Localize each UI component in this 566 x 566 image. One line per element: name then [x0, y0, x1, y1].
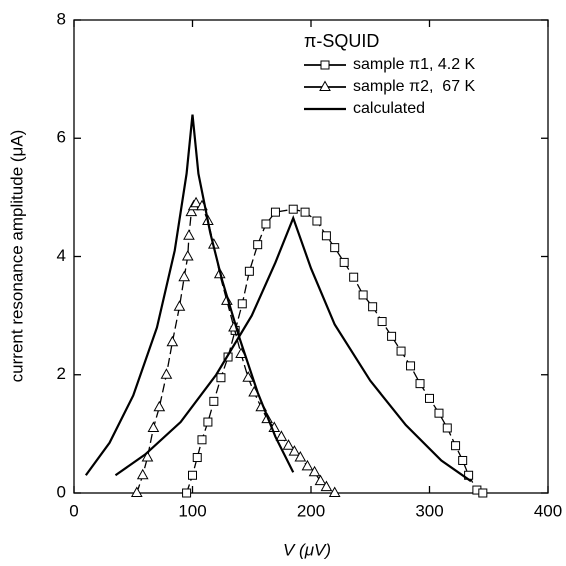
data-point	[216, 373, 226, 383]
legend-marker	[319, 80, 331, 91]
data-point	[182, 488, 192, 498]
data-point	[209, 396, 219, 406]
data-point	[282, 439, 295, 450]
legend-marker	[320, 60, 330, 70]
data-point	[328, 486, 341, 497]
data-point	[377, 317, 387, 327]
data-point	[387, 331, 397, 341]
data-point	[312, 216, 322, 226]
y-tick-label: 2	[57, 364, 66, 383]
legend-label: sample π1, 4.2 K	[353, 56, 476, 73]
data-point	[396, 346, 406, 356]
x-tick-label: 300	[415, 501, 443, 520]
legend-label: calculated	[353, 100, 425, 117]
data-point	[253, 240, 263, 250]
data-point	[178, 270, 191, 282]
data-point	[294, 450, 307, 462]
data-point	[203, 417, 213, 427]
data-point	[415, 379, 425, 389]
data-point	[288, 445, 301, 456]
data-point	[300, 207, 310, 217]
data-point	[183, 229, 195, 240]
data-point	[358, 290, 368, 300]
y-tick-label: 8	[57, 9, 66, 28]
x-tick-label: 0	[69, 501, 78, 520]
data-point	[320, 480, 333, 492]
data-point	[478, 488, 488, 498]
data-point	[321, 231, 331, 241]
data-point	[153, 400, 166, 412]
x-axis-label: V (μV)	[283, 540, 331, 559]
data-point	[442, 423, 452, 433]
data-point	[136, 468, 149, 480]
data-point	[458, 455, 468, 465]
data-point	[190, 196, 202, 208]
y-tick-label: 4	[57, 246, 66, 265]
data-point	[181, 249, 194, 261]
data-point	[434, 408, 444, 418]
legend-title: π-SQUID	[304, 31, 379, 51]
data-point	[261, 219, 271, 229]
data-point	[288, 204, 298, 214]
data-point	[275, 430, 288, 441]
data-point	[314, 474, 327, 486]
data-point	[188, 470, 197, 480]
y-tick-label: 6	[57, 128, 66, 147]
series-line	[185, 208, 484, 494]
data-point	[166, 335, 179, 347]
x-tick-label: 400	[534, 501, 562, 520]
data-point	[160, 368, 173, 379]
data-point	[192, 453, 202, 463]
data-point	[368, 302, 378, 312]
data-point	[425, 393, 434, 403]
data-point	[185, 205, 198, 217]
data-point	[270, 207, 280, 217]
data-point	[301, 459, 314, 471]
y-tick-label: 0	[57, 482, 66, 501]
legend-label: sample π2, 67 K	[353, 78, 476, 95]
data-point	[242, 371, 255, 382]
data-point	[330, 243, 340, 253]
data-point	[130, 486, 143, 497]
data-point	[197, 435, 207, 445]
data-point	[244, 266, 254, 276]
data-point	[308, 465, 321, 477]
series-line	[136, 202, 336, 494]
data-point	[173, 300, 186, 311]
x-tick-label: 100	[178, 501, 206, 520]
data-point	[451, 441, 461, 451]
data-point	[349, 272, 359, 282]
data-point	[237, 299, 247, 309]
y-axis-label: current resonance amplitude (μA)	[7, 130, 26, 383]
data-point	[339, 257, 349, 267]
x-tick-label: 200	[297, 501, 325, 520]
series-line	[114, 214, 472, 483]
data-point	[147, 421, 160, 432]
series-line	[84, 114, 295, 476]
data-point	[406, 361, 416, 371]
data-point	[141, 450, 154, 462]
plot-frame	[73, 19, 549, 494]
